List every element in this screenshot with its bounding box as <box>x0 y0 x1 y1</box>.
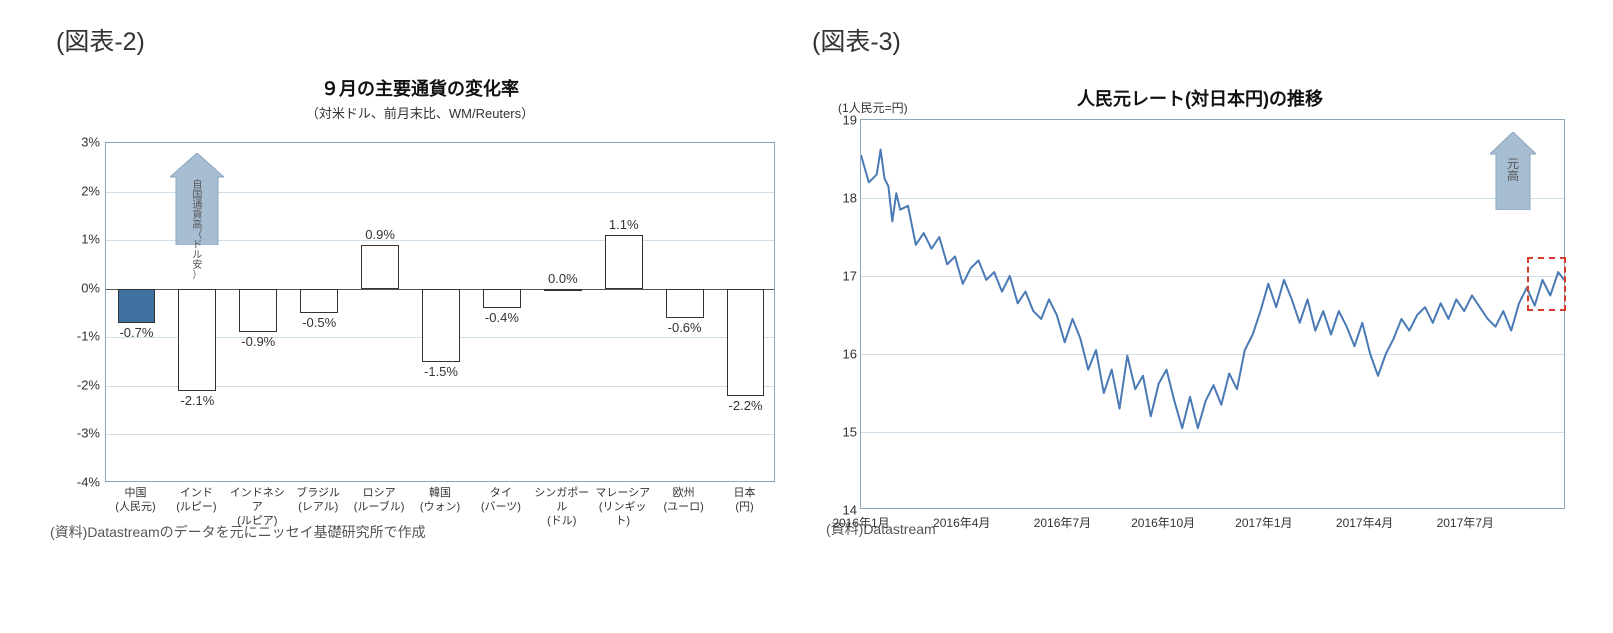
figure2-gridline <box>106 434 774 435</box>
figure2-cat-line1: シンガポール <box>532 487 592 515</box>
figure2-title: ９月の主要通貨の変化率 <box>50 75 790 101</box>
figure2-bar-label: -0.7% <box>119 325 153 340</box>
figure2-ytick-label: -3% <box>58 426 100 441</box>
figure2-cat-line2: (ルーブル) <box>349 501 409 515</box>
figure3-chart: (1人民元=円) 人民元レート(対日本円)の推移 191817161514201… <box>820 75 1580 539</box>
figure2-chart: ９月の主要通貨の変化率 （対米ドル、前月末比、WM/Reuters） -0.7%… <box>50 75 790 542</box>
figure3-xtick-label: 2016年1月 <box>832 514 889 531</box>
figure3-arrow-annotation: 元高 <box>1490 132 1536 215</box>
figure2-arrow-text: 自国通貨高（ドル安） <box>190 181 204 281</box>
figure2-category-label: ロシア(ルーブル) <box>349 487 409 515</box>
figure2-cat-line2: (リンギット) <box>593 501 653 529</box>
figure2-cat-line1: インドネシア <box>227 487 287 515</box>
figure2-bar-label: -0.4% <box>485 310 519 325</box>
figure3-ytick-label: 18 <box>835 191 857 206</box>
figure2-ytick-label: -1% <box>58 329 100 344</box>
figure2-bar <box>118 289 156 323</box>
figure2-title-block: ９月の主要通貨の変化率 （対米ドル、前月末比、WM/Reuters） <box>50 75 790 122</box>
figure2-cat-line1: タイ <box>471 487 531 501</box>
figure2-bar <box>483 289 521 308</box>
figure2-cat-line2: (人民元) <box>105 501 165 515</box>
figure3-line-series <box>861 120 1566 510</box>
figure2-category-label: 日本(円) <box>715 487 775 515</box>
figure2-cat-line1: 日本 <box>715 487 775 501</box>
figure3-xtick-label: 2017年7月 <box>1437 514 1494 531</box>
figure2-bar-label: -2.1% <box>180 393 214 408</box>
figure2-bar <box>361 245 399 289</box>
figure2-label: (図表-2) <box>56 22 145 58</box>
figure2-ytick-label: -4% <box>58 475 100 490</box>
figure2-source: (資料)Datastreamのデータを元にニッセイ基礎研究所で作成 <box>50 522 790 542</box>
figure2-plot-area: -0.7% -2.1% -0.9% -0.5% 0.9% -1.5% -0.4% 0.0% 1.… <box>105 142 775 482</box>
figure2-bar-label: -2.2% <box>729 398 763 413</box>
figure2-category-label: ブラジル(レアル) <box>288 487 348 515</box>
figure2-bar <box>422 289 460 362</box>
figure2-cat-line1: ロシア <box>349 487 409 501</box>
figure3-ytick-label: 15 <box>835 425 857 440</box>
figure2-category-label: 韓国(ウォン) <box>410 487 470 515</box>
figure2-category-label: 中国(人民元) <box>105 487 165 515</box>
figure2-cat-line2: (バーツ) <box>471 501 531 515</box>
figure2-ytick-label: 1% <box>58 232 100 247</box>
figure2-bar-label: 1.1% <box>609 217 639 232</box>
figure2-cat-line1: 中国 <box>105 487 165 501</box>
figure2-bar <box>544 289 582 291</box>
figure2-bar-label: -0.5% <box>302 315 336 330</box>
figure2-category-label: インド(ルピー) <box>166 487 226 515</box>
figure2-bar-label: 0.0% <box>548 271 578 286</box>
figure2-plot-wrap: -0.7% -2.1% -0.9% -0.5% 0.9% -1.5% -0.4% 0.0% 1.… <box>50 132 790 512</box>
figure2-ytick-label: -2% <box>58 377 100 392</box>
figure2-bar <box>300 289 338 313</box>
figure2-category-label: 欧州(ユーロ) <box>654 487 714 515</box>
figure2-cat-line2: (円) <box>715 501 775 515</box>
figure2-cat-line2: (ドル) <box>532 515 592 529</box>
figure2-bar-label: 0.9% <box>365 227 395 242</box>
figure2-category-label: シンガポール(ドル) <box>532 487 592 528</box>
figure2-cat-line1: ブラジル <box>288 487 348 501</box>
figure2-arrow-annotation: 自国通貨高（ドル安） <box>170 153 224 245</box>
figure2-bar <box>605 235 643 288</box>
figure3-xtick-label: 2016年10月 <box>1131 514 1195 531</box>
figure2-cat-line1: 韓国 <box>410 487 470 501</box>
figure3-title: 人民元レート(対日本円)の推移 <box>1077 85 1323 111</box>
figure2-ytick-label: 0% <box>58 280 100 295</box>
figure3-xtick-label: 2016年7月 <box>1034 514 1091 531</box>
figure2-bar-label: -0.9% <box>241 334 275 349</box>
figure3-ytick-label: 19 <box>835 113 857 128</box>
figure2-cat-line2: (ウォン) <box>410 501 470 515</box>
figure2-bar <box>178 289 216 391</box>
figure2-bar-label: -1.5% <box>424 364 458 379</box>
figure2-ytick-label: 2% <box>58 183 100 198</box>
figure3-header: (1人民元=円) 人民元レート(対日本円)の推移 <box>820 75 1580 119</box>
figure2-bar <box>666 289 704 318</box>
figure2-cat-line1: マレーシア <box>593 487 653 501</box>
figure2-cat-line2: (ルピー) <box>166 501 226 515</box>
figure2-cat-line2: (ユーロ) <box>654 501 714 515</box>
page-root: (図表-2) (図表-3) ９月の主要通貨の変化率 （対米ドル、前月末比、WM/… <box>0 0 1613 633</box>
figure3-ytick-label: 17 <box>835 269 857 284</box>
figure2-cat-line1: インド <box>166 487 226 501</box>
figure2-bar <box>727 289 765 396</box>
figure2-subtitle: （対米ドル、前月末比、WM/Reuters） <box>50 103 790 122</box>
figure2-category-label: マレーシア(リンギット) <box>593 487 653 528</box>
figure3-xtick-label: 2017年4月 <box>1336 514 1393 531</box>
figure3-ytick-label: 16 <box>835 347 857 362</box>
figure3-arrow-text: 元高 <box>1506 158 1520 183</box>
figure2-category-label: インドネシア(ルピア) <box>227 487 287 528</box>
figure2-bar <box>239 289 277 333</box>
figure2-cat-line2: (ルピア) <box>227 515 287 529</box>
figure3-xtick-label: 2017年1月 <box>1235 514 1292 531</box>
figure2-bar-label: -0.6% <box>668 320 702 335</box>
figure2-category-label: タイ(バーツ) <box>471 487 531 515</box>
figure3-highlight-box <box>1527 257 1566 312</box>
figure2-cat-line1: 欧州 <box>654 487 714 501</box>
figure3-xtick-label: 2016年4月 <box>933 514 990 531</box>
figure2-cat-line2: (レアル) <box>288 501 348 515</box>
figure2-ytick-label: 3% <box>58 135 100 150</box>
figure3-label: (図表-3) <box>812 22 901 58</box>
figure3-plot-area: 1918171615142016年1月2016年4月2016年7月2016年10… <box>860 119 1565 509</box>
